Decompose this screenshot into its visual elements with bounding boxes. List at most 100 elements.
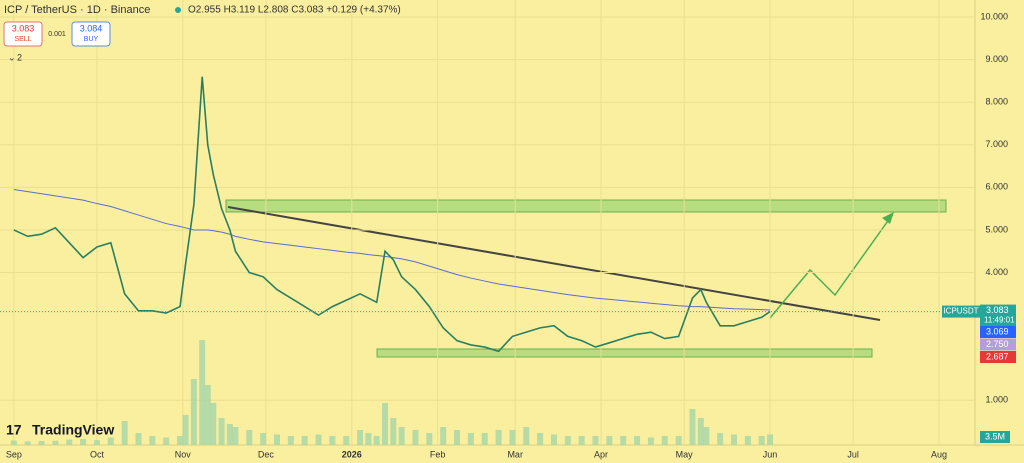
y-tick-label: 4.000	[985, 267, 1008, 277]
volume-bar	[689, 409, 696, 445]
volume-bar	[382, 403, 389, 445]
volume-bar	[135, 433, 142, 445]
volume-bar	[675, 436, 682, 445]
volume-bar	[177, 436, 184, 445]
price-label-bg	[980, 351, 1016, 363]
volume-bar	[523, 427, 530, 445]
volume-bar	[412, 430, 419, 445]
volume-bar	[52, 440, 59, 445]
trend-line	[227, 206, 881, 321]
volume-bar	[454, 430, 461, 445]
volume-bar	[767, 434, 774, 445]
x-tick-label: Mar	[507, 449, 523, 459]
volume-bar	[592, 436, 599, 445]
buy-price: 3.084	[80, 23, 103, 33]
sell-button[interactable]	[3, 21, 43, 47]
volume-bar	[260, 433, 267, 445]
resistance-zone	[225, 199, 947, 213]
volume-bar	[199, 340, 206, 445]
price-label-bg	[980, 326, 1016, 338]
volume-bar	[107, 437, 114, 445]
y-tick-label: 8.000	[985, 97, 1008, 107]
volume-bar	[744, 436, 751, 445]
volume-bar	[365, 433, 372, 445]
volume-bar	[717, 433, 724, 445]
buy-label: BUY	[84, 36, 99, 43]
volume-label: 3.5M	[985, 431, 1005, 441]
x-tick-label: Feb	[430, 449, 446, 459]
volume-bar	[315, 434, 322, 445]
volume-bar	[373, 436, 380, 445]
status-dot	[175, 7, 181, 13]
volume-bar	[634, 436, 641, 445]
volume-bar	[481, 433, 488, 445]
price-label: 2.687	[986, 351, 1009, 361]
x-tick-label: Jun	[763, 449, 778, 459]
x-tick-label: Dec	[258, 449, 275, 459]
volume-bar	[218, 418, 225, 445]
volume-bar	[93, 440, 100, 445]
volume-bar	[246, 430, 253, 445]
x-tick-label: May	[676, 449, 694, 459]
indicator-toggle[interactable]: ⌄	[8, 52, 16, 62]
brand-logo: 17	[6, 422, 22, 438]
volume-bar	[301, 436, 308, 445]
y-tick-label: 7.000	[985, 139, 1008, 149]
volume-tag	[980, 431, 1010, 443]
buy-button[interactable]	[71, 21, 111, 47]
projection-arrow	[769, 217, 891, 319]
volume-bar	[509, 430, 516, 445]
price-label: 2.750	[986, 339, 1009, 349]
indicator-count[interactable]: 2	[17, 52, 22, 62]
volume-bar	[537, 433, 544, 445]
volume-bar	[80, 439, 87, 445]
x-tick-label: Aug	[931, 449, 947, 459]
price-line	[13, 189, 771, 311]
sell-price: 3.083	[12, 23, 35, 33]
y-tick-label: 9.000	[985, 54, 1008, 64]
price-line	[13, 76, 771, 353]
support-zone	[376, 348, 873, 358]
volume-bar	[24, 441, 31, 445]
volume-bar	[121, 421, 128, 445]
countdown: 11:49:01	[984, 316, 1015, 325]
arrow-head	[882, 212, 894, 224]
volume-bar	[398, 427, 405, 445]
volume-bar	[329, 436, 336, 445]
volume-bar	[647, 437, 654, 445]
x-tick-label: Sep	[6, 449, 22, 459]
spread: 0.001	[48, 31, 66, 38]
x-tick-label: Apr	[594, 449, 608, 459]
volume-bar	[426, 433, 433, 445]
volume-bar	[620, 436, 627, 445]
volume-bar	[190, 379, 197, 445]
price-label: 3.069	[986, 326, 1009, 336]
volume-bar	[697, 418, 704, 445]
y-tick-label: 5.000	[985, 224, 1008, 234]
price-tag-value: 3.083	[986, 305, 1009, 315]
x-tick-label: Oct	[90, 449, 105, 459]
volume-bar	[66, 439, 73, 445]
volume-bar	[390, 418, 397, 445]
volume-bar	[661, 436, 668, 445]
price-tag	[980, 304, 1016, 327]
symbol-tag-label: ICPUSDT	[943, 307, 978, 316]
volume-bar	[38, 441, 45, 445]
volume-bar	[758, 436, 765, 445]
volume-bar	[357, 430, 364, 445]
price-label-bg	[980, 338, 1016, 351]
ohlc: O2.955 H3.119 L2.808 C3.083 +0.129 (+4.3…	[188, 5, 401, 16]
volume-bar	[467, 433, 474, 445]
brand: TradingView	[32, 422, 114, 438]
volume-bar	[495, 430, 502, 445]
y-tick-label: 1.000	[985, 395, 1008, 405]
volume-bar	[564, 436, 571, 445]
volume-bar	[210, 403, 217, 445]
volume-bar	[232, 427, 239, 445]
x-tick-label: 2026	[342, 449, 362, 459]
volume-bar	[163, 437, 170, 445]
volume-bar	[10, 440, 17, 445]
volume-bar	[440, 427, 447, 445]
volume-bar	[731, 434, 738, 445]
